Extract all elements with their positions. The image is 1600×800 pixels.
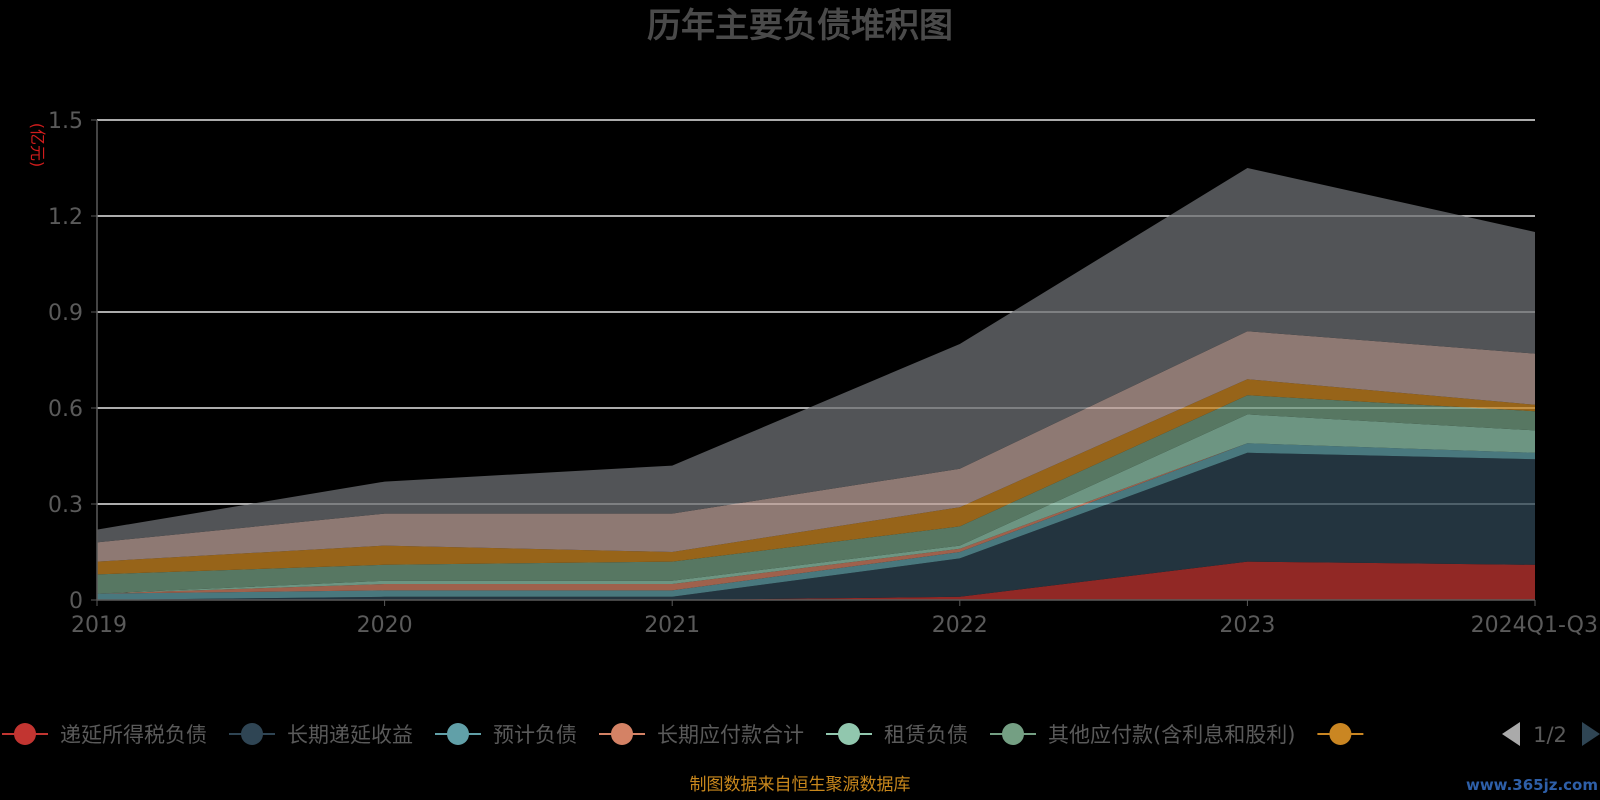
- legend-marker: [1002, 723, 1024, 745]
- legend-page-indicator: 1/2: [1533, 723, 1567, 747]
- y-tick-label: 0: [69, 589, 83, 614]
- y-tick-label: 0.9: [48, 301, 83, 326]
- legend-marker: [447, 723, 469, 745]
- chart-title: 历年主要负债堆积图: [647, 6, 953, 46]
- legend-label: 其他应付款(含利息和股利): [1048, 723, 1295, 747]
- legend-item[interactable]: 递延所得税负债: [2, 723, 207, 747]
- area-series-5: [97, 414, 1535, 594]
- data-source-note: 制图数据来自恒生聚源数据库: [690, 775, 911, 795]
- legend-item[interactable]: 长期应付款合计: [599, 723, 804, 747]
- area-series-7: [97, 379, 1535, 575]
- legend-marker: [14, 723, 36, 745]
- legend-label: 长期应付款合计: [657, 723, 804, 747]
- x-tick-label: 2019: [71, 613, 127, 638]
- area-series-1: [97, 561, 1535, 600]
- x-tick-label: 2022: [932, 613, 988, 638]
- stacked-areas: [97, 168, 1535, 600]
- legend-marker: [838, 723, 860, 745]
- legend: 递延所得税负债 长期递延收益 预计负债 长期应付款合计 租赁负债 其他应付款(含利息和股利…: [2, 722, 1600, 747]
- y-tick-label: 1.2: [48, 205, 83, 230]
- legend-marker: [611, 723, 633, 745]
- legend-label: 预计负债: [493, 723, 577, 747]
- legend-prev-page-icon[interactable]: [1502, 722, 1520, 746]
- y-tick-label: 0.6: [48, 397, 83, 422]
- x-tick-label: 2021: [644, 613, 700, 638]
- legend-item[interactable]: 预计负债: [435, 723, 577, 747]
- y-tick-label: 0.3: [48, 493, 83, 518]
- watermark: www.365jz.com: [1466, 776, 1598, 794]
- area-series-2: [97, 452, 1535, 600]
- legend-item[interactable]: 租赁负债: [826, 723, 968, 747]
- legend-item[interactable]: [1317, 723, 1364, 745]
- y-tick-label: 1.5: [48, 109, 83, 134]
- x-tick-label: 2024Q1-Q3: [1471, 613, 1598, 638]
- legend-item[interactable]: 长期递延收益: [229, 723, 413, 747]
- area-series-9: [97, 168, 1535, 543]
- legend-next-page-icon[interactable]: [1582, 722, 1600, 746]
- x-tick-label: 2020: [357, 613, 413, 638]
- legend-marker: [241, 723, 263, 745]
- x-tick-label: 2023: [1219, 613, 1275, 638]
- area-series-6: [97, 395, 1535, 594]
- legend-label: 长期递延收益: [287, 723, 413, 747]
- y-axis-unit: (亿元): [28, 123, 47, 168]
- legend-label: 租赁负债: [884, 723, 968, 747]
- legend-label: 递延所得税负债: [60, 723, 207, 747]
- legend-item[interactable]: 其他应付款(含利息和股利): [990, 723, 1295, 747]
- area-series-8: [97, 331, 1535, 562]
- legend-marker: [1329, 723, 1352, 745]
- axes: 0 0.3 0.6 0.9 1.2 1.5 2019 2020 2021 2022 2023 2024…: [48, 109, 1598, 638]
